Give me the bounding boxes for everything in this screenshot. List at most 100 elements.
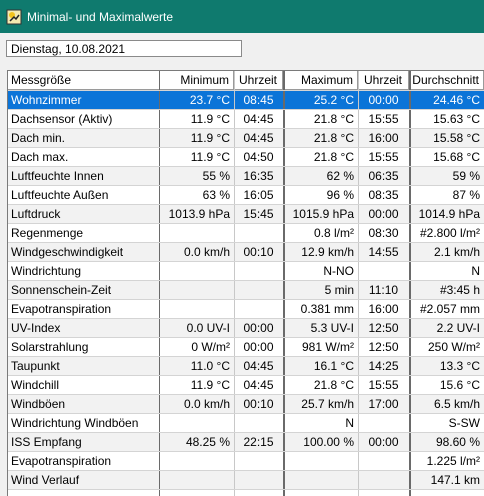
cell-messgroesse: Wohnzimmer: [11, 93, 82, 107]
cell-uhrzeit-max: 08:30: [368, 226, 399, 240]
app-weather-icon: [6, 9, 22, 25]
row-divider: [8, 470, 484, 471]
table-row[interactable]: Dach min. 11.9 °C 04:45 21.8 °C 16:00 15.58 °…: [8, 129, 484, 148]
cell-durchschnitt: 15.6 °C: [439, 378, 480, 392]
cell-uhrzeit-max: 14:25: [368, 359, 399, 373]
cell-minimum: 0.0 UV-I: [186, 321, 230, 335]
cell-uhrzeit-min: 00:00: [243, 340, 274, 354]
cell-uhrzeit-max: 16:00: [368, 131, 399, 145]
table-row[interactable]: Wohnzimmer 23.7 °C 08:45 25.2 °C 00:00 24.46 …: [8, 91, 484, 110]
cell-maximum: 5 min: [324, 283, 354, 297]
cell-minimum: [160, 224, 234, 243]
table-row[interactable]: ISS Empfang 48.25 % 22:15 100.00 % 00:00 98.6…: [8, 433, 484, 452]
cell-messgroesse: Dachsensor (Aktiv): [11, 112, 113, 126]
cell-messgroesse: Windrichtung: [11, 264, 82, 278]
header-maximum[interactable]: Maximum: [284, 71, 358, 90]
cell-uhrzeit-max: 08:35: [368, 188, 399, 202]
table-row[interactable]: Dachsensor (Aktiv) 11.9 °C 04:45 21.8 °C 15:…: [8, 110, 484, 129]
table-row[interactable]: Evapotranspiration 1.225 l/m²: [8, 452, 484, 471]
cell-messgroesse: Windrichtung Windböen: [11, 416, 139, 430]
cell-messgroesse: Dach max.: [11, 150, 69, 164]
cell-uhrzeit-min: [234, 262, 283, 281]
table-row[interactable]: Taupunkt 11.0 °C 04:45 16.1 °C 14:25 13.3 °C: [8, 357, 484, 376]
table-row[interactable]: Solarstrahlung 0 W/m² 00:00 981 W/m² 12:50 25…: [8, 338, 484, 357]
cell-maximum: 21.8 °C: [313, 131, 354, 145]
row-divider: [8, 242, 484, 243]
cell-minimum: 11.9 °C: [190, 378, 230, 392]
cell-uhrzeit-min: 00:00: [243, 321, 274, 335]
cell-durchschnitt: 98.60 %: [435, 435, 480, 449]
cell-maximum: 0.381 mm: [300, 302, 354, 316]
cell-minimum: [160, 452, 234, 471]
table-row[interactable]: Windrichtung Windböen N S-SW: [8, 414, 484, 433]
cell-maximum: 21.8 °C: [313, 112, 354, 126]
cell-messgroesse: Windgeschwindigkeit: [11, 245, 124, 259]
table-row[interactable]: Windböen 0.0 km/h 00:10 25.7 km/h 17:00 6.5 k…: [8, 395, 484, 414]
cell-uhrzeit-max: 17:00: [368, 397, 399, 411]
cell-messgroesse: Luftdruck: [11, 207, 61, 221]
header-messgroesse[interactable]: Messgröße: [8, 71, 160, 90]
header-minimum[interactable]: Minimum: [160, 71, 234, 90]
cell-durchschnitt: 1014.9 hPa: [418, 207, 480, 221]
header-uhrzeit-max[interactable]: Uhrzeit: [358, 71, 409, 90]
column-divider: [283, 71, 284, 496]
column-divider: [234, 71, 235, 496]
cell-minimum: [160, 414, 234, 433]
header-durchschnitt[interactable]: Durchschnitt: [410, 71, 484, 90]
table-row[interactable]: Windrichtung N-NO N: [8, 262, 484, 281]
cell-uhrzeit-max: 06:35: [368, 169, 399, 183]
column-divider: [410, 71, 411, 496]
cell-uhrzeit-min: 00:10: [243, 245, 274, 259]
cell-minimum: 23.7 °C: [189, 93, 230, 107]
cell-durchschnitt: 15.68 °C: [433, 150, 480, 164]
table-row[interactable]: Regenmenge 0.8 l/m² 08:30 #2.800 l/m²: [8, 224, 484, 243]
date-field[interactable]: Dienstag, 10.08.2021: [6, 40, 242, 57]
cell-uhrzeit-min: 16:35: [243, 169, 274, 183]
cell-maximum: 12.9 km/h: [301, 245, 354, 259]
cell-messgroesse: UV-Index: [11, 321, 61, 335]
table-row[interactable]: Dach max. 11.9 °C 04:50 21.8 °C 15:55 15.68 °…: [8, 148, 484, 167]
table-row[interactable]: Sonnenschein-Zeit 5 min 11:10 #3:45 h: [8, 281, 484, 300]
table-row[interactable]: Wind Verlauf 147.1 km: [8, 471, 484, 490]
cell-uhrzeit-max: [358, 471, 409, 490]
table-row[interactable]: Luftdruck 1013.9 hPa 15:45 1015.9 hPa 00:00 1…: [8, 205, 484, 224]
cell-messgroesse: Wind Verlauf: [11, 473, 80, 487]
cell-uhrzeit-min: 04:45: [243, 378, 274, 392]
cell-minimum: 11.0 °C: [190, 359, 230, 373]
row-divider: [8, 128, 484, 129]
cell-uhrzeit-max: 00:00: [368, 435, 399, 449]
cell-minimum: 11.9 °C: [190, 150, 230, 164]
cell-messgroesse: Regenmenge: [11, 226, 84, 240]
row-divider: [8, 413, 484, 414]
column-divider: [284, 71, 285, 496]
cell-messgroesse: Sonnenschein-Zeit: [11, 283, 112, 297]
table-row[interactable]: Windchill 11.9 °C 04:45 21.8 °C 15:55 15.6 °C: [8, 376, 484, 395]
row-divider: [8, 375, 484, 376]
cell-durchschnitt: N: [471, 264, 480, 278]
cell-durchschnitt: 6.5 km/h: [433, 397, 480, 411]
row-divider: [8, 223, 484, 224]
cell-maximum: 21.8 °C: [313, 378, 354, 392]
table-row[interactable]: Luftfeuchte Außen 63 % 16:05 96 % 08:35 87 %: [8, 186, 484, 205]
cell-minimum: 0.0 km/h: [183, 397, 230, 411]
header-uhrzeit-min[interactable]: Uhrzeit: [234, 71, 283, 90]
cell-messgroesse: Windböen: [11, 397, 66, 411]
min-max-table[interactable]: Messgröße Minimum Uhrzeit Maximum Uhrzei…: [7, 70, 484, 496]
table-row[interactable]: Evapotranspiration 0.381 mm 16:00 #2.057 mm: [8, 300, 484, 319]
row-divider: [8, 394, 484, 395]
cell-durchschnitt: 2.1 km/h: [433, 245, 480, 259]
cell-uhrzeit-min: [234, 281, 283, 300]
cell-maximum: 1015.9 hPa: [292, 207, 354, 221]
table-row[interactable]: Luftfeuchte Innen 55 % 16:35 62 % 06:35 59 %: [8, 167, 484, 186]
table-row[interactable]: Windgeschwindigkeit 0.0 km/h 00:10 12.9 km/…: [8, 243, 484, 262]
row-divider: [8, 337, 484, 338]
table-row[interactable]: UV-Index 0.0 UV-I 00:00 5.3 UV-I 12:50 2.2 UV…: [8, 319, 484, 338]
cell-maximum: 25.7 km/h: [301, 397, 354, 411]
cell-uhrzeit-max: 14:55: [368, 245, 399, 259]
cell-maximum: 0.8 l/m²: [313, 226, 354, 240]
cell-uhrzeit-min: 15:45: [243, 207, 274, 221]
cell-durchschnitt: 87 %: [452, 188, 480, 202]
cell-maximum: 16.1 °C: [313, 359, 354, 373]
cell-uhrzeit-min: 22:15: [243, 435, 274, 449]
window-title: Minimal- und Maximalwerte: [27, 10, 174, 24]
